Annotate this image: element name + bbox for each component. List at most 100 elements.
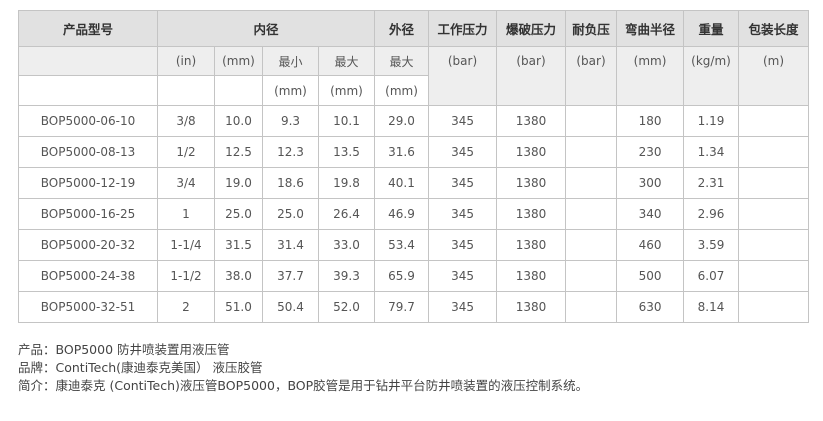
table-row: BOP5000-24-38 1-1/2 38.0 37.7 39.3 65.9 345 138… [18, 260, 810, 292]
cell-od: 31.6 [374, 136, 430, 168]
cell-max: 13.5 [317, 136, 376, 168]
label-max: 最大 [317, 46, 376, 76]
cell-min: 12.3 [262, 136, 319, 168]
cell-weight: 3.59 [683, 229, 740, 261]
cell-in: 1-1/2 [157, 260, 215, 292]
cell-in: 3/4 [157, 167, 215, 199]
cell-in: 1-1/4 [157, 229, 215, 261]
cell-len [738, 167, 810, 199]
unit-bp: (bar) [496, 46, 567, 106]
cell-len [738, 291, 810, 323]
cell-model: BOP5000-24-38 [18, 260, 158, 292]
empty-cell [18, 46, 158, 76]
cell-wp: 345 [428, 167, 498, 199]
cell-weight: 8.14 [683, 291, 740, 323]
cell-vac [565, 136, 618, 168]
spec-table: 产品型号 内径 外径 工作压力 爆破压力 耐负压 弯曲半径 重量 包装长度 (i… [18, 10, 810, 323]
table-row: BOP5000-32-51 2 51.0 50.4 52.0 79.7 345 1380 630… [18, 291, 810, 323]
cell-weight: 1.19 [683, 105, 740, 137]
unit-bend: (mm) [616, 46, 685, 106]
table-row: BOP5000-06-10 3/8 10.0 9.3 10.1 29.0 345 1380 18… [18, 105, 810, 137]
cell-max: 52.0 [317, 291, 376, 323]
th-working-pressure: 工作压力 [428, 10, 498, 47]
cell-od: 65.9 [374, 260, 430, 292]
cell-min: 37.7 [262, 260, 319, 292]
cell-model: BOP5000-08-13 [18, 136, 158, 168]
cell-model: BOP5000-12-19 [18, 167, 158, 199]
note-brand: 品牌：ContiTech(康迪泰克美国） 液压胶管 [18, 360, 263, 375]
th-weight: 重量 [683, 10, 740, 47]
unit-vac: (bar) [565, 46, 618, 106]
cell-model: BOP5000-16-25 [18, 198, 158, 230]
cell-wp: 345 [428, 229, 498, 261]
cell-vac [565, 167, 618, 199]
cell-od: 29.0 [374, 105, 430, 137]
cell-mm: 25.0 [214, 198, 263, 230]
label-od-max: 最大 [374, 46, 430, 76]
cell-bend: 230 [616, 136, 685, 168]
unit-min-mm: (mm) [262, 75, 319, 106]
th-vacuum: 耐负压 [565, 10, 618, 47]
cell-wp: 345 [428, 260, 498, 292]
cell-vac [565, 291, 618, 323]
cell-model: BOP5000-06-10 [18, 105, 158, 137]
unit-in: (in) [157, 46, 215, 76]
th-burst-pressure: 爆破压力 [496, 10, 567, 47]
cell-bp: 1380 [496, 260, 567, 292]
label-min: 最小 [262, 46, 319, 76]
unit-weight: (kg/m) [683, 46, 740, 106]
cell-od: 40.1 [374, 167, 430, 199]
table-row: BOP5000-08-13 1/2 12.5 12.3 13.5 31.6 345 1380 2… [18, 136, 810, 168]
cell-model: BOP5000-32-51 [18, 291, 158, 323]
cell-in: 3/8 [157, 105, 215, 137]
th-model: 产品型号 [18, 10, 158, 47]
cell-bend: 460 [616, 229, 685, 261]
cell-bp: 1380 [496, 291, 567, 323]
cell-len [738, 260, 810, 292]
th-inner-diameter: 内径 [156, 10, 376, 47]
cell-min: 31.4 [262, 229, 319, 261]
cell-wp: 345 [428, 136, 498, 168]
cell-len [738, 198, 810, 230]
cell-in: 2 [157, 291, 215, 323]
cell-vac [565, 229, 618, 261]
cell-mm: 38.0 [214, 260, 263, 292]
cell-min: 50.4 [262, 291, 319, 323]
unit-od-mm: (mm) [374, 75, 430, 106]
cell-weight: 2.31 [683, 167, 740, 199]
cell-max: 10.1 [317, 105, 376, 137]
empty-cell [157, 75, 215, 106]
table-row: BOP5000-20-32 1-1/4 31.5 31.4 33.0 53.4 345 138… [18, 229, 810, 261]
cell-bend: 630 [616, 291, 685, 323]
cell-max: 26.4 [317, 198, 376, 230]
cell-od: 46.9 [374, 198, 430, 230]
cell-max: 39.3 [317, 260, 376, 292]
cell-od: 53.4 [374, 229, 430, 261]
cell-mm: 10.0 [214, 105, 263, 137]
th-package-length: 包装长度 [738, 10, 810, 47]
cell-mm: 51.0 [214, 291, 263, 323]
cell-min: 18.6 [262, 167, 319, 199]
table-row: BOP5000-16-25 1 25.0 25.0 26.4 46.9 345 1380 340… [18, 198, 810, 230]
notes: 产品：BOP5000 防井喷装置用液压管 品牌：ContiTech(康迪泰克美国… [18, 341, 588, 395]
cell-min: 9.3 [262, 105, 319, 137]
cell-mm: 31.5 [214, 229, 263, 261]
th-bend-radius: 弯曲半径 [616, 10, 685, 47]
th-outer-diameter: 外径 [374, 10, 430, 47]
cell-mm: 12.5 [214, 136, 263, 168]
cell-bp: 1380 [496, 167, 567, 199]
unit-max-mm: (mm) [317, 75, 376, 106]
cell-bp: 1380 [496, 198, 567, 230]
cell-bp: 1380 [496, 105, 567, 137]
unit-wp: (bar) [428, 46, 498, 106]
cell-wp: 345 [428, 198, 498, 230]
cell-model: BOP5000-20-32 [18, 229, 158, 261]
cell-bend: 180 [616, 105, 685, 137]
cell-vac [565, 260, 618, 292]
unit-length: (m) [738, 46, 810, 106]
cell-bp: 1380 [496, 136, 567, 168]
cell-mm: 19.0 [214, 167, 263, 199]
cell-wp: 345 [428, 291, 498, 323]
cell-len [738, 229, 810, 261]
cell-weight: 2.96 [683, 198, 740, 230]
